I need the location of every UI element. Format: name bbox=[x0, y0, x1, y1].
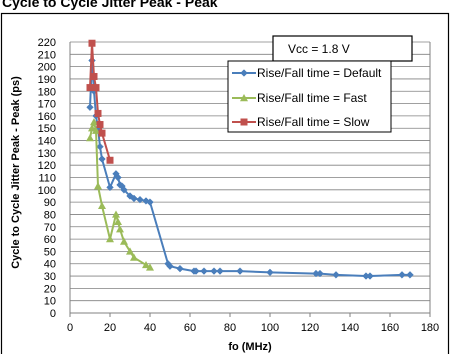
data-point-diamond bbox=[406, 271, 414, 279]
y-tick-label: 120 bbox=[38, 160, 56, 172]
data-point-triangle bbox=[86, 134, 94, 142]
x-tick-label: 120 bbox=[301, 322, 319, 334]
data-point-square bbox=[106, 156, 114, 164]
y-tick-label: 20 bbox=[44, 283, 56, 295]
data-point-triangle bbox=[98, 201, 106, 210]
y-tick-label: 0 bbox=[50, 308, 56, 320]
data-point-square bbox=[94, 109, 102, 117]
data-point-triangle bbox=[120, 237, 128, 245]
x-tick-label: 0 bbox=[67, 322, 73, 334]
data-point-diamond bbox=[136, 195, 144, 204]
data-point-diamond bbox=[192, 267, 200, 275]
y-tick-label: 90 bbox=[44, 197, 56, 209]
y-tick-label: 190 bbox=[38, 74, 56, 86]
data-point-diamond bbox=[120, 186, 128, 194]
x-tick-label: 180 bbox=[421, 322, 439, 334]
y-tick-label: 100 bbox=[38, 185, 56, 197]
legend-marker-triangle bbox=[240, 94, 248, 102]
data-point-square bbox=[86, 84, 94, 92]
data-point-diamond bbox=[398, 271, 406, 279]
legend-marker-square bbox=[240, 118, 248, 126]
x-tick-label: 140 bbox=[341, 322, 359, 334]
y-tick-label: 60 bbox=[44, 234, 56, 246]
y-tick-label: 200 bbox=[38, 62, 56, 74]
data-point-diamond bbox=[142, 197, 150, 205]
y-tick-label: 220 bbox=[38, 37, 56, 49]
x-tick-label: 40 bbox=[144, 322, 156, 334]
x-tick-label: 20 bbox=[104, 322, 116, 334]
data-point-diamond bbox=[332, 271, 340, 279]
x-tick-label: 100 bbox=[261, 322, 279, 334]
data-point-diamond bbox=[98, 155, 106, 163]
x-tick-label: 60 bbox=[184, 322, 196, 334]
y-tick-label: 50 bbox=[44, 246, 56, 258]
y-axis-title: Cycle to Cycle Jitter Peak - Peak (ps) bbox=[10, 76, 22, 269]
data-point-triangle bbox=[106, 235, 114, 243]
y-tick-label: 30 bbox=[44, 271, 56, 283]
data-point-diamond bbox=[176, 264, 184, 273]
y-tick-label: 150 bbox=[38, 123, 56, 135]
legend-marker-diamond bbox=[240, 69, 248, 77]
y-tick-label: 210 bbox=[38, 49, 56, 61]
data-point-diamond bbox=[236, 267, 244, 275]
legend-entry: Rise/Fall time = Fast bbox=[257, 91, 367, 105]
y-tick-label: 70 bbox=[44, 222, 56, 234]
data-point-diamond bbox=[146, 198, 154, 206]
cut-off-caption: Cycle to Cycle Jitter Peak - Peak bbox=[2, 0, 218, 10]
data-point-diamond bbox=[166, 262, 174, 270]
y-tick-label: 140 bbox=[38, 136, 56, 148]
data-point-diamond bbox=[86, 103, 94, 112]
data-point-diamond bbox=[130, 194, 138, 203]
data-point-diamond bbox=[200, 267, 208, 275]
data-point-diamond bbox=[96, 142, 104, 151]
data-point-square bbox=[92, 84, 100, 92]
data-point-diamond bbox=[366, 272, 374, 280]
data-point-square bbox=[98, 129, 106, 137]
x-tick-label: 80 bbox=[224, 322, 236, 334]
data-point-triangle bbox=[146, 263, 154, 271]
y-tick-label: 10 bbox=[44, 296, 56, 308]
data-point-diamond bbox=[266, 268, 274, 277]
vcc-annotation: Vcc = 1.8 V bbox=[288, 42, 350, 56]
data-point-triangle bbox=[88, 124, 96, 132]
data-point-square bbox=[90, 72, 98, 80]
y-tick-label: 160 bbox=[38, 111, 56, 123]
x-tick-label: 160 bbox=[381, 322, 399, 334]
data-point-triangle bbox=[116, 225, 124, 233]
data-point-square bbox=[96, 121, 104, 129]
data-point-triangle bbox=[94, 182, 102, 190]
y-tick-label: 180 bbox=[38, 86, 56, 98]
data-point-triangle bbox=[142, 260, 150, 269]
y-tick-label: 170 bbox=[38, 99, 56, 111]
data-point-triangle bbox=[92, 126, 100, 134]
data-point-diamond bbox=[210, 267, 218, 275]
legend-entry: Rise/Fall time = Slow bbox=[257, 115, 370, 129]
x-axis-title: fo (MHz) bbox=[228, 341, 272, 353]
data-point-diamond bbox=[106, 183, 114, 192]
data-point-diamond bbox=[316, 269, 324, 278]
y-tick-label: 40 bbox=[44, 259, 56, 271]
data-point-diamond bbox=[216, 267, 224, 275]
data-point-triangle bbox=[114, 217, 122, 226]
y-tick-label: 110 bbox=[38, 173, 56, 185]
data-point-triangle bbox=[126, 247, 134, 255]
legend-entry: Rise/Fall time = Default bbox=[257, 66, 382, 80]
data-point-triangle bbox=[90, 118, 98, 126]
y-tick-label: 80 bbox=[44, 209, 56, 221]
data-point-diamond bbox=[114, 173, 122, 182]
data-point-square bbox=[88, 39, 96, 47]
data-point-triangle bbox=[130, 253, 138, 261]
y-tick-label: 130 bbox=[38, 148, 56, 160]
data-point-triangle bbox=[112, 210, 120, 218]
